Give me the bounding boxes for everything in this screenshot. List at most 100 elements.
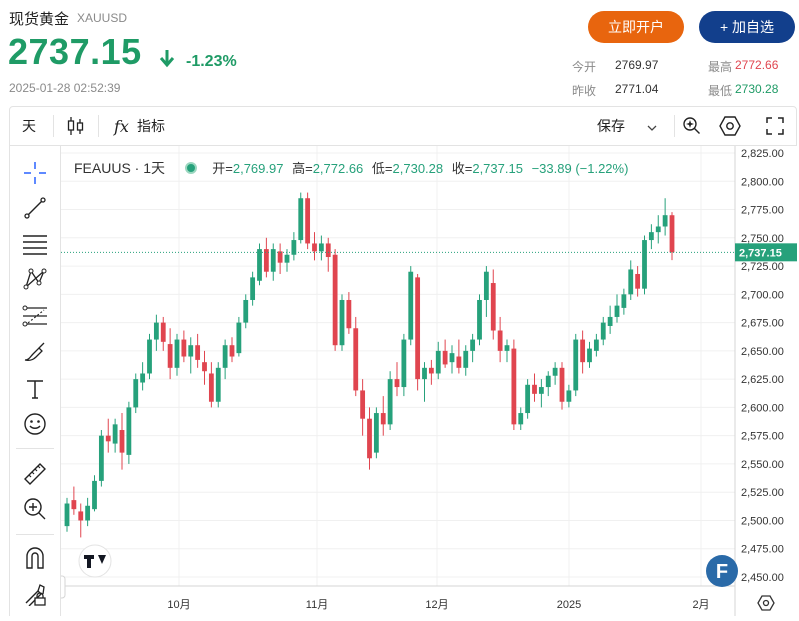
- candle-body: [415, 277, 421, 380]
- legend-close-value: 2,737.15: [472, 161, 523, 176]
- prev-close-value: 2771.04: [615, 82, 659, 96]
- candle-body: [504, 345, 510, 351]
- legend-low-value: 2,730.28: [392, 161, 444, 176]
- save-button[interactable]: 保存: [597, 107, 657, 145]
- instrument-name: 现货黄金: [9, 11, 70, 28]
- svg-text:F: F: [716, 561, 728, 583]
- candle-body: [360, 390, 366, 419]
- legend-high-value: 2,772.66: [312, 161, 364, 176]
- indicators-button[interactable]: fx 指标: [114, 107, 165, 145]
- magnet-icon[interactable]: [20, 543, 50, 573]
- legend-symbol: FEAUUS · 1天: [74, 160, 166, 176]
- candle-body: [463, 350, 469, 368]
- legend-change: −33.89 (−1.22%): [531, 161, 629, 176]
- collapse-sidebar-handle: [56, 575, 66, 599]
- candle-body: [174, 339, 180, 368]
- price-chart[interactable]: 2,825.00 2,800.00 2,775.00 2,750.00 2,725.00…: [56, 146, 797, 616]
- candle-body: [98, 435, 104, 481]
- fib-retracement-icon[interactable]: [20, 301, 50, 331]
- candle-body: [167, 344, 173, 368]
- open-account-button[interactable]: 立即开户: [588, 11, 684, 43]
- candle-body: [325, 243, 331, 258]
- legend-close-label: 收=: [451, 161, 473, 176]
- x-tick-label: 11月: [306, 599, 328, 611]
- y-tick-label: 2,675.00: [741, 318, 784, 330]
- y-tick-label: 2,750.00: [741, 233, 784, 245]
- candle-body: [525, 384, 531, 414]
- last-price-badge: [735, 243, 797, 262]
- candle-body: [552, 367, 558, 376]
- candle-body: [470, 339, 476, 351]
- candle-body: [669, 215, 675, 253]
- candle-body: [600, 322, 606, 340]
- candle-body: [291, 240, 297, 255]
- candle-body: [353, 328, 359, 391]
- ruler-icon[interactable]: [20, 459, 50, 489]
- last-price: 2737.15: [8, 31, 142, 72]
- emoji-icon[interactable]: [20, 409, 50, 439]
- y-tick-label: 2,725.00: [741, 261, 784, 273]
- candle-body: [642, 240, 647, 289]
- candle-body: [257, 249, 262, 281]
- candle-body: [387, 379, 393, 425]
- zoom-in-icon[interactable]: [20, 494, 50, 524]
- drawing-toolbar: [9, 146, 61, 616]
- candle-body: [449, 353, 455, 363]
- candle-body: [477, 299, 482, 340]
- text-tool-icon[interactable]: [20, 374, 50, 404]
- save-label: 保存: [597, 118, 625, 134]
- candle-body: [92, 480, 97, 510]
- trend-line-icon[interactable]: [20, 193, 50, 223]
- arrow-down-icon: [158, 48, 176, 73]
- prev-close-label: 昨收: [572, 84, 597, 98]
- low-value: 2730.28: [735, 82, 779, 96]
- candle-body: [153, 322, 159, 340]
- x-tick-label: 10月: [167, 599, 190, 611]
- candle-body: [573, 339, 579, 391]
- candle-body: [593, 339, 599, 351]
- candle-body: [367, 418, 372, 459]
- crosshair-icon[interactable]: [20, 158, 50, 188]
- candle-body: [662, 215, 668, 227]
- today-open-value: 2769.97: [615, 58, 659, 72]
- lock-drawings-icon[interactable]: [20, 579, 50, 609]
- candle-body: [312, 243, 317, 252]
- candle-body: [422, 367, 427, 380]
- candle-body: [339, 299, 345, 346]
- candle-body: [559, 367, 565, 402]
- candle-body: [78, 511, 84, 521]
- candle-style-icon[interactable]: [67, 107, 85, 145]
- y-tick-label: 2,800.00: [741, 176, 784, 188]
- candle-body: [147, 339, 152, 374]
- fx-icon: fx: [114, 116, 129, 136]
- pattern-tool-icon[interactable]: [20, 264, 50, 294]
- brush-icon[interactable]: [20, 337, 50, 367]
- candle-body: [298, 198, 304, 241]
- candle-body: [408, 271, 414, 340]
- y-tick-label: 2,450.00: [741, 572, 784, 584]
- horizontal-lines-icon[interactable]: [20, 229, 50, 259]
- fullscreen-icon[interactable]: [766, 107, 784, 145]
- candle-body: [305, 198, 311, 244]
- candle-body: [208, 373, 214, 402]
- candle-body: [538, 387, 544, 394]
- candle-body: [160, 322, 166, 342]
- interval-selector[interactable]: 天: [22, 118, 36, 134]
- candle-body: [85, 505, 91, 521]
- candle-body: [243, 299, 249, 323]
- x-tick-label: 2025: [557, 599, 581, 611]
- quick-search-icon[interactable]: [682, 107, 702, 145]
- y-tick-label: 2,700.00: [741, 289, 784, 301]
- candle-body: [655, 226, 661, 233]
- x-tick-label: 12月: [425, 599, 448, 611]
- candle-body: [490, 283, 496, 331]
- candle-body: [435, 350, 441, 374]
- add-watchlist-button[interactable]: + 加自选: [699, 11, 795, 43]
- candle-body: [648, 232, 654, 241]
- high-value: 2772.66: [735, 58, 779, 72]
- candle-body: [621, 294, 627, 308]
- candle-body: [222, 345, 228, 368]
- quote-timestamp: 2025-01-28 02:52:39: [9, 81, 121, 95]
- candle-body: [580, 339, 586, 363]
- settings-icon[interactable]: [719, 107, 741, 145]
